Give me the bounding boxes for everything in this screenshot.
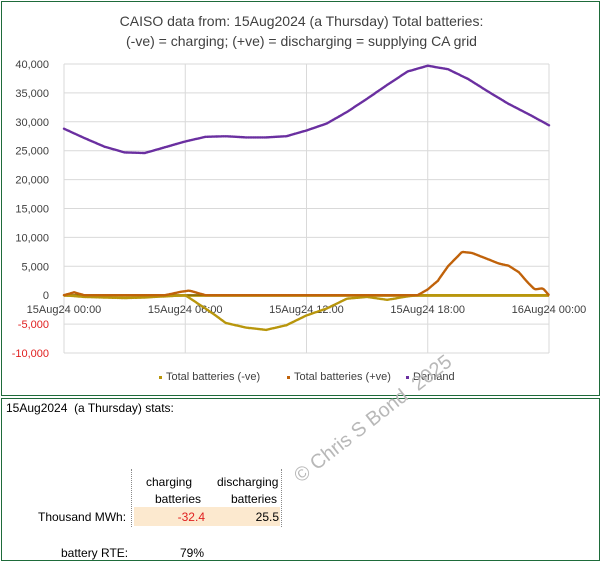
y-tick-label: 0 — [43, 290, 49, 302]
discharging-column-header-line-1: discharging — [217, 475, 279, 489]
rte-label: battery RTE: — [61, 546, 129, 560]
y-tick-label: 5,000 — [21, 261, 49, 273]
y-tick-label: 40,000 — [15, 59, 49, 71]
legend-label: Demand — [413, 371, 455, 383]
legend-marker — [159, 376, 162, 379]
y-tick-label: 35,000 — [15, 88, 49, 100]
y-tick-label: 20,000 — [15, 175, 49, 187]
chart-title-line-1: CAISO data from: 15Aug2024 (a Thursday) … — [119, 13, 484, 29]
charging-column-header-line-2: batteries — [155, 492, 202, 506]
x-tick-label: 15Aug24 06:00 — [148, 304, 223, 316]
series-line-total-batteries-ve- — [62, 293, 551, 332]
y-tick-label: 10,000 — [15, 232, 49, 244]
discharging-column-header-line-2: batteries — [231, 492, 278, 506]
values-highlight — [134, 507, 280, 526]
chart-panel: CAISO data from: 15Aug2024 (a Thursday) … — [1, 1, 600, 396]
discharging-value: 25.5 — [255, 510, 279, 524]
stats-panel: 15Aug2024 (a Thursday) stats: charging b… — [1, 398, 600, 561]
thousand-mwh-label: Thousand MWh: — [38, 510, 127, 524]
series-line-demand — [62, 64, 551, 155]
legend-label: Total batteries (+ve) — [294, 371, 391, 383]
y-tick-label: 25,000 — [15, 146, 49, 158]
legend-marker — [287, 376, 290, 379]
series-line-total-batteries-ve- — [62, 250, 551, 297]
stats-header: 15Aug2024 (a Thursday) stats: — [6, 401, 174, 415]
y-tick-label: 15,000 — [15, 204, 49, 216]
line-chart: 40,000 35,000 30,000 25,000 20,000 15,000 10,0… — [12, 59, 587, 383]
x-tick-label: 16Aug24 00:00 — [512, 304, 587, 316]
table-divider-right — [281, 469, 282, 527]
legend-label: Total batteries (-ve) — [166, 371, 260, 383]
x-tick-label: 15Aug24 12:00 — [269, 304, 344, 316]
y-tick-label: -5,000 — [18, 319, 49, 331]
table-divider-left — [131, 469, 132, 527]
legend-marker — [406, 376, 409, 379]
rte-value: 79% — [179, 546, 204, 560]
y-tick-label: -10,000 — [12, 348, 49, 360]
y-tick-label: 30,000 — [15, 117, 49, 129]
charging-value: -32.4 — [177, 510, 205, 524]
x-tick-label: 15Aug24 18:00 — [390, 304, 465, 316]
x-tick-label: 15Aug24 00:00 — [27, 304, 102, 316]
chart-title-line-2: (-ve) = charging; (+ve) = discharging = … — [126, 33, 477, 49]
charging-column-header-line-1: charging — [146, 475, 193, 489]
